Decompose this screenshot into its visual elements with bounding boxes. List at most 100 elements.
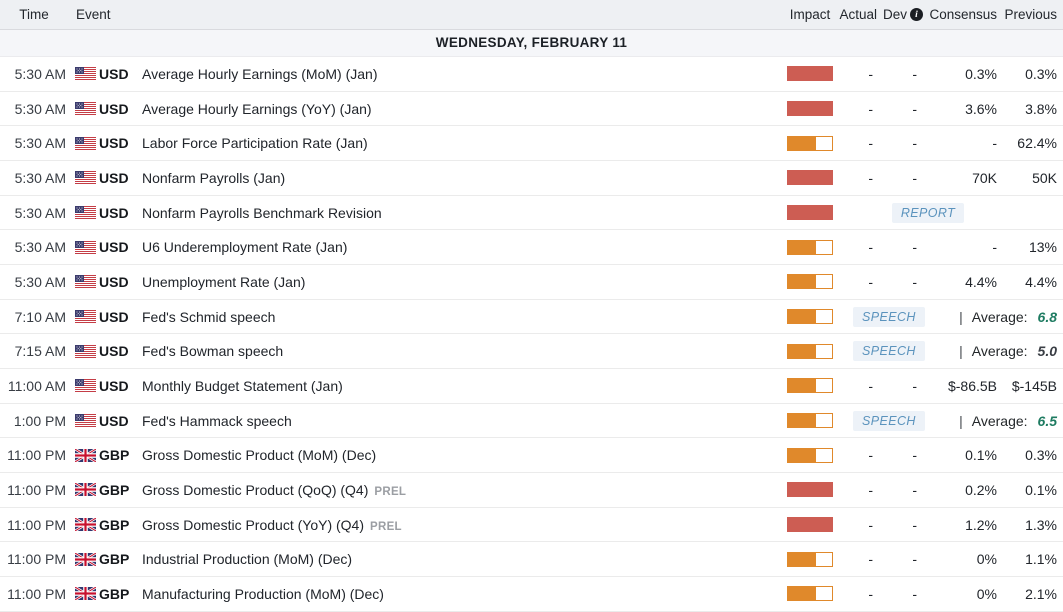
currency-code: USD (99, 273, 129, 290)
gb-flag-icon (75, 552, 96, 566)
consensus-value: 70K (972, 169, 997, 186)
event-time: 1:00 PM (13, 412, 66, 429)
average-value: 6.5 (1037, 412, 1057, 429)
average-value: 6.8 (1037, 308, 1057, 325)
event-row[interactable]: 11:00 PM (0, 542, 1063, 578)
dev-value: - (912, 481, 917, 498)
event-time: 11:00 PM (7, 481, 66, 498)
currency-code: GBP (99, 585, 130, 602)
separator: | (959, 308, 963, 325)
impact-bar (787, 343, 833, 359)
previous-value: 1.1% (1025, 551, 1057, 568)
impact-bar (787, 586, 833, 602)
event-title: Gross Domestic Product (MoM) (Dec) (142, 447, 377, 464)
event-time: 11:00 PM (7, 447, 66, 464)
consensus-value: - (992, 239, 997, 256)
event-row[interactable]: 7:15 AM (0, 334, 1063, 370)
col-header-actual: Actual (839, 7, 877, 22)
currency-cell: GBP (68, 482, 142, 498)
currency-code: GBP (99, 551, 130, 568)
us-flag-icon (75, 379, 96, 393)
event-row[interactable]: 5:30 AM (0, 195, 1063, 231)
event-row[interactable]: 5:30 AM (0, 230, 1063, 266)
event-rows: 5:30 AM (0, 57, 1063, 612)
us-flag-icon (75, 344, 96, 358)
event-badge[interactable]: SPEECH (853, 306, 925, 327)
event-time: 11:00 AM (7, 377, 66, 394)
event-title: Fed's Schmid speech (142, 308, 276, 325)
us-flag-icon (75, 275, 96, 289)
consensus-value: - (992, 135, 997, 152)
event-title: Nonfarm Payrolls Benchmark Revision (142, 204, 382, 221)
event-title: Gross Domestic Product (QoQ) (Q4) (142, 481, 369, 498)
event-row[interactable]: 7:10 AM (0, 299, 1063, 335)
event-title: Nonfarm Payrolls (Jan) (142, 169, 286, 186)
dev-value: - (912, 169, 917, 186)
consensus-value: 0.1% (965, 447, 997, 464)
actual-value: - (868, 447, 873, 464)
event-title: Manufacturing Production (MoM) (Dec) (142, 585, 384, 602)
col-header-impact: Impact (789, 7, 831, 22)
info-icon[interactable]: i (910, 8, 923, 21)
event-time: 5:30 AM (14, 204, 66, 221)
currency-cell: USD (68, 239, 142, 255)
event-row[interactable]: 5:30 AM (0, 91, 1063, 127)
impact-bar (787, 482, 833, 498)
table-header: Time Event Impact Actual Dev i Consensus… (0, 0, 1063, 30)
us-flag-icon (75, 136, 96, 150)
event-row[interactable]: 5:30 AM (0, 265, 1063, 300)
special-span: REPORT (833, 202, 1063, 223)
currency-code: GBP (99, 516, 130, 533)
consensus-value: 4.4% (965, 273, 997, 290)
event-title: Average Hourly Earnings (YoY) (Jan) (142, 100, 372, 117)
currency-cell: USD (68, 205, 142, 221)
event-row[interactable]: 11:00 PM (0, 577, 1063, 612)
currency-code: USD (99, 135, 129, 152)
previous-value: 62.4% (1017, 135, 1057, 152)
currency-code: USD (99, 169, 129, 186)
event-badge[interactable]: SPEECH (853, 410, 925, 431)
event-title: Gross Domestic Product (YoY) (Q4) (142, 516, 364, 533)
us-flag-icon (75, 206, 96, 220)
event-time: 11:00 PM (7, 585, 66, 602)
currency-cell: GBP (68, 447, 142, 463)
event-time: 5:30 AM (14, 135, 66, 152)
us-flag-icon (75, 67, 96, 81)
special-span: SPEECH | Average: 5.0 (833, 341, 1063, 362)
consensus-value: 0.2% (965, 481, 997, 498)
event-time: 5:30 AM (14, 100, 66, 117)
currency-cell: GBP (68, 586, 142, 602)
event-row[interactable]: 5:30 AM (0, 161, 1063, 196)
event-time: 11:00 PM (7, 516, 66, 533)
currency-cell: USD (68, 66, 142, 82)
previous-value: 3.8% (1025, 100, 1057, 117)
dev-value: - (912, 239, 917, 256)
gb-flag-icon (75, 483, 96, 497)
event-row[interactable]: 11:00 PM (0, 438, 1063, 474)
event-time: 5:30 AM (14, 239, 66, 256)
gb-flag-icon (75, 587, 96, 601)
dev-value: - (912, 585, 917, 602)
event-title: Unemployment Rate (Jan) (142, 273, 306, 290)
previous-value: 2.1% (1025, 585, 1057, 602)
currency-code: USD (99, 412, 129, 429)
event-row[interactable]: 5:30 AM (0, 57, 1063, 92)
event-badge[interactable]: REPORT (891, 202, 965, 223)
average-label: Average: (971, 343, 1028, 360)
previous-value: 4.4% (1025, 273, 1057, 290)
actual-value: - (868, 100, 873, 117)
dev-value: - (912, 551, 917, 568)
currency-code: USD (99, 377, 129, 394)
us-flag-icon (75, 171, 96, 185)
event-badge[interactable]: SPEECH (853, 341, 925, 362)
event-row[interactable]: 1:00 PM (0, 403, 1063, 439)
dev-value: - (912, 65, 917, 82)
event-row[interactable]: 11:00 PM (0, 507, 1063, 543)
previous-value: $-145B (1011, 377, 1057, 394)
event-row[interactable]: 11:00 AM (0, 369, 1063, 404)
event-row[interactable]: 11:00 PM (0, 473, 1063, 508)
prel-tag: PREL (374, 485, 407, 498)
event-row[interactable]: 5:30 AM (0, 126, 1063, 162)
event-time: 5:30 AM (14, 273, 66, 290)
currency-code: USD (99, 100, 129, 117)
